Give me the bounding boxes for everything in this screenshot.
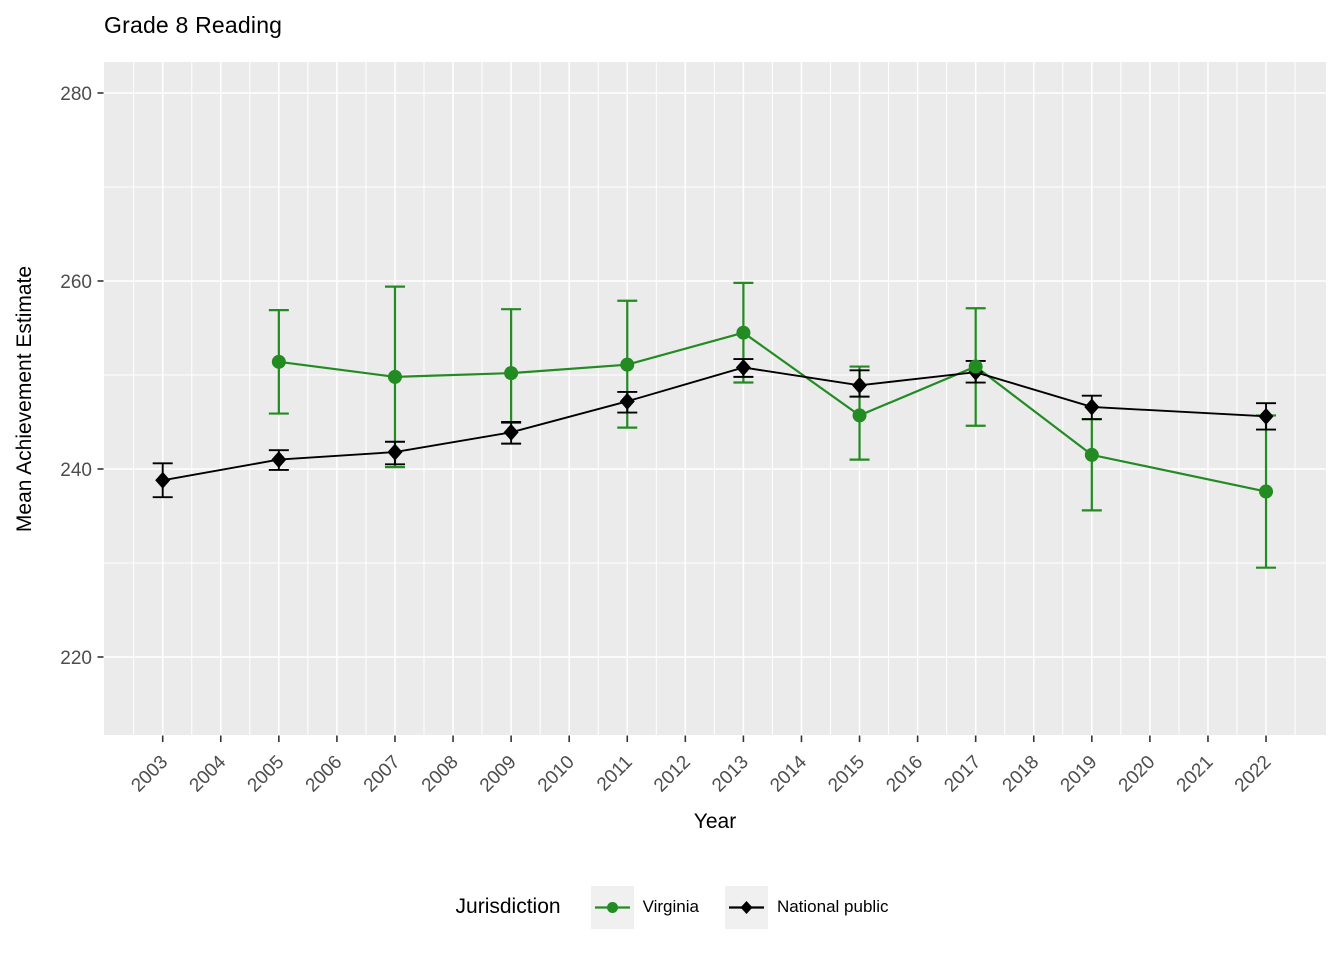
x-tick-label-2017: 2017 xyxy=(940,752,985,797)
data-point-virginia-2019 xyxy=(1084,447,1099,462)
legend: Jurisdiction Virginia National public xyxy=(0,884,1344,930)
x-tick-label-2006: 2006 xyxy=(302,752,347,797)
x-tick-label-2015: 2015 xyxy=(824,752,869,797)
gridlines-minor xyxy=(104,62,1326,735)
x-tick-label-2019: 2019 xyxy=(1057,752,1102,797)
data-point-national-public-2019 xyxy=(1084,398,1100,416)
legend-key-marker xyxy=(740,900,753,914)
x-tick-label-2013: 2013 xyxy=(708,752,753,797)
data-point-national-public-2007 xyxy=(387,443,403,461)
x-tick-label-2005: 2005 xyxy=(244,752,289,797)
x-tick-label-2004: 2004 xyxy=(186,751,231,796)
data-point-national-public-2015 xyxy=(852,376,868,394)
line-national-public xyxy=(162,366,1267,482)
data-point-virginia-2022 xyxy=(1259,484,1274,499)
panel-background xyxy=(104,62,1326,735)
x-tick-label-2008: 2008 xyxy=(418,752,463,797)
x-tick-label-2007: 2007 xyxy=(360,752,405,797)
x-tick-label-2022: 2022 xyxy=(1231,752,1276,797)
x-tick-label-2010: 2010 xyxy=(534,752,579,797)
data-point-virginia-2005 xyxy=(271,354,286,369)
markers-virginia xyxy=(271,325,1274,499)
plot-area: 2003 2004 2005 2006 2007 2008 2009 2010 2011 2012… xyxy=(60,62,1326,796)
y-tick-label-280: 280 xyxy=(60,84,92,105)
legend-item-national-public: National public xyxy=(724,885,889,929)
data-point-national-public-2011 xyxy=(619,392,635,410)
y-tick-label-220: 220 xyxy=(60,648,92,669)
data-point-virginia-2009 xyxy=(504,366,519,381)
legend-key-glyph xyxy=(590,885,634,929)
x-tick-label-2016: 2016 xyxy=(882,752,927,797)
markers-national-public xyxy=(155,358,1274,489)
data-point-national-public-2013 xyxy=(735,358,751,376)
x-tick-label-2020: 2020 xyxy=(1115,752,1160,797)
x-tick-label-2009: 2009 xyxy=(476,752,521,797)
legend-label-national-public: National public xyxy=(776,897,889,916)
legend-title: Jurisdiction xyxy=(455,895,561,918)
y-tick-label-260: 260 xyxy=(60,272,92,293)
x-tick-label-2018: 2018 xyxy=(999,752,1044,797)
axis-ticks xyxy=(97,92,1267,742)
data-point-national-public-2005 xyxy=(271,451,287,469)
virginia-line-marker-icon xyxy=(590,885,634,929)
data-point-virginia-2011 xyxy=(620,357,635,372)
x-tick-label-2012: 2012 xyxy=(650,752,695,797)
data-point-national-public-2003 xyxy=(155,471,171,489)
legend-key-marker xyxy=(606,901,618,913)
x-tick-label-2014: 2014 xyxy=(766,751,811,796)
data-point-national-public-2009 xyxy=(503,423,519,441)
y-tick-labels: 220 240 260 280 xyxy=(60,84,92,669)
gridlines-major xyxy=(104,62,1326,735)
data-point-national-public-2022 xyxy=(1258,407,1274,425)
x-tick-label-2021: 2021 xyxy=(1173,752,1218,797)
legend-item-virginia: Virginia xyxy=(590,885,699,929)
x-axis-title: Year xyxy=(693,810,737,833)
data-point-virginia-2007 xyxy=(387,369,402,384)
national-public-line-marker-icon xyxy=(724,885,768,929)
y-tick-label-240: 240 xyxy=(60,460,92,481)
legend-label-virginia: Virginia xyxy=(642,897,699,916)
data-point-virginia-2013 xyxy=(736,325,751,340)
data-point-virginia-2017 xyxy=(968,359,983,374)
x-tick-label-2003: 2003 xyxy=(127,752,172,797)
chart-title: Grade 8 Reading xyxy=(104,12,283,38)
x-tick-label-2011: 2011 xyxy=(593,752,637,796)
data-point-virginia-2015 xyxy=(852,408,867,423)
x-tick-labels: 2003 2004 2005 2006 2007 2008 2009 2010 2011 2012… xyxy=(127,751,1275,796)
legend-key-glyph xyxy=(724,885,768,929)
